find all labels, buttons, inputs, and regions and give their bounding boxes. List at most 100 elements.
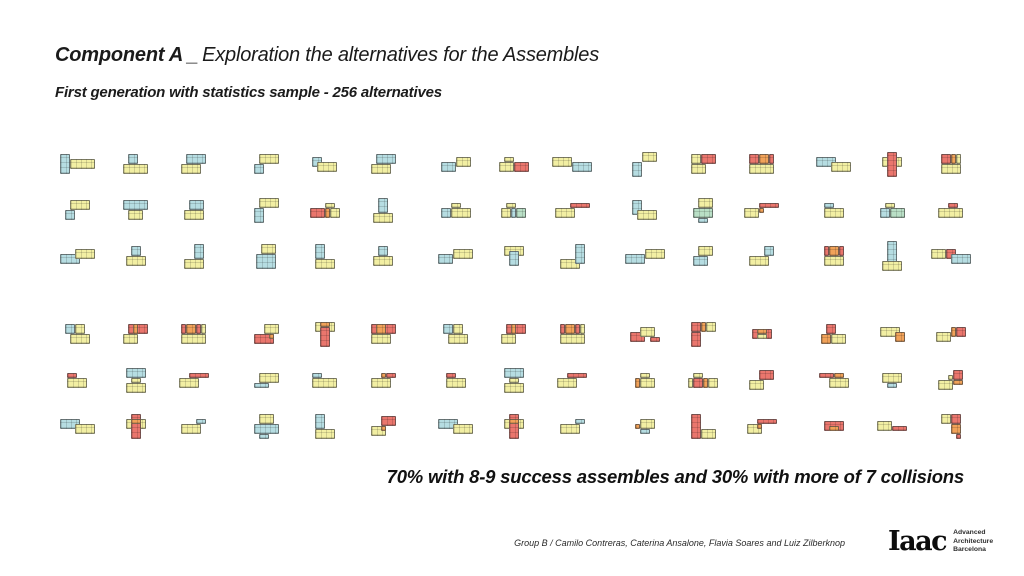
block-assembly <box>879 202 905 218</box>
block-assembly <box>501 324 527 344</box>
assembly-slot <box>618 234 672 278</box>
assembly-slot <box>50 358 104 402</box>
assembly-piece <box>938 380 954 390</box>
block-assembly <box>749 246 775 266</box>
block-assembly <box>438 418 474 434</box>
block-assembly <box>312 156 338 172</box>
assembly-slot <box>50 142 104 186</box>
assembly-slot <box>50 404 104 448</box>
block-assembly <box>938 202 964 218</box>
assembly-piece <box>749 380 765 390</box>
block-assembly <box>443 324 469 344</box>
assembly-slot <box>807 234 861 278</box>
assembly-piece <box>624 253 645 264</box>
assembly-slot <box>734 234 788 278</box>
block-assembly <box>123 200 149 220</box>
assembly-piece <box>258 433 269 439</box>
assembly-piece <box>746 423 762 434</box>
assembly-piece <box>258 197 279 208</box>
assembly-piece <box>828 377 849 388</box>
block-assembly <box>690 413 716 439</box>
assembly-slot <box>108 358 162 402</box>
block-assembly <box>501 202 527 218</box>
assembly-slot <box>356 312 410 356</box>
assembly-piece <box>324 202 335 208</box>
assembly-piece <box>450 202 461 208</box>
assembly-piece <box>698 246 714 256</box>
assembly-slot <box>618 142 672 186</box>
block-assembly <box>559 324 585 344</box>
block-assembly <box>125 246 146 266</box>
assembly-cluster-4 <box>618 142 789 278</box>
assembly-slot <box>865 358 919 402</box>
assembly-piece <box>59 253 80 264</box>
assembly-slot <box>428 358 482 402</box>
assembly-piece <box>181 423 202 434</box>
assembly-slot <box>167 312 221 356</box>
assembly-piece <box>821 334 832 344</box>
assembly-piece <box>759 207 765 213</box>
assembly-piece <box>373 212 394 223</box>
assembly-piece <box>443 324 454 334</box>
assembly-piece <box>438 253 454 264</box>
assembly-piece <box>823 246 829 256</box>
assembly-slot <box>239 358 293 402</box>
assembly-piece <box>940 154 951 164</box>
assembly-piece <box>838 246 844 256</box>
assembly-piece <box>756 418 777 424</box>
assembly-piece <box>324 207 330 218</box>
block-assembly <box>503 246 524 266</box>
assembly-slot <box>108 142 162 186</box>
assembly-piece <box>637 210 658 220</box>
assembly-piece <box>887 151 898 177</box>
assembly-piece <box>629 331 645 342</box>
assembly-piece <box>253 382 269 388</box>
block-assembly <box>314 413 335 439</box>
block-assembly <box>749 370 775 390</box>
assembly-piece <box>506 202 517 208</box>
block-assembly <box>930 248 971 264</box>
block-assembly <box>253 197 279 223</box>
block-assembly <box>882 151 903 177</box>
block-assembly <box>178 372 209 388</box>
assembly-piece <box>693 377 704 388</box>
assembly-piece <box>125 382 146 393</box>
block-assembly <box>690 321 716 347</box>
assembly-piece <box>700 428 716 439</box>
assembly-piece <box>769 154 775 164</box>
assembly-piece <box>186 154 207 164</box>
assembly-slot <box>428 234 482 278</box>
assembly-slot <box>676 234 730 278</box>
assembly-piece <box>511 207 517 218</box>
block-assembly <box>253 413 279 439</box>
assembly-piece <box>188 372 209 378</box>
assembly-piece <box>690 331 701 347</box>
assembly-piece <box>564 324 575 334</box>
block-assembly <box>693 246 714 266</box>
assembly-slot <box>924 142 978 186</box>
assembly-piece <box>559 423 580 434</box>
block-assembly <box>370 324 396 344</box>
assembly-piece <box>940 413 951 424</box>
assembly-slot <box>167 404 221 448</box>
assembly-piece <box>130 413 141 439</box>
block-assembly <box>59 418 95 434</box>
assembly-piece <box>74 248 95 259</box>
assembly-piece <box>940 164 961 174</box>
assembly-piece <box>453 423 474 434</box>
block-assembly <box>877 421 908 431</box>
block-assembly <box>629 326 660 342</box>
assembly-piece <box>894 331 905 342</box>
assembly-slot <box>618 358 672 402</box>
assembly-piece <box>955 326 966 337</box>
assembly-piece <box>196 324 202 334</box>
assembly-piece <box>826 324 837 334</box>
assembly-slot <box>487 404 541 448</box>
assembly-piece <box>955 433 961 439</box>
assembly-piece <box>508 251 519 266</box>
block-assembly <box>624 248 665 264</box>
assembly-piece <box>759 154 770 164</box>
assembly-piece <box>574 243 585 264</box>
assembly-piece <box>756 423 762 429</box>
block-assembly <box>557 372 588 388</box>
